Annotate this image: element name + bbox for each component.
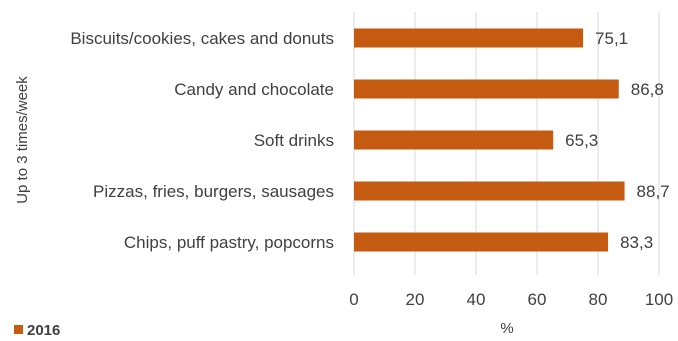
- x-tick-60: 60: [528, 290, 547, 309]
- bar-4: [354, 181, 625, 201]
- category-label-2: Candy and chocolate: [174, 80, 334, 99]
- legend-swatch: [14, 325, 23, 334]
- x-tick-100: 100: [645, 290, 673, 309]
- bar-1: [354, 28, 584, 48]
- x-tick-40: 40: [467, 290, 486, 309]
- x-tick-20: 20: [406, 290, 425, 309]
- category-label-5: Chips, puff pastry, popcorns: [124, 233, 334, 252]
- legend-label: 2016: [27, 322, 60, 339]
- value-labels: 75,1 86,8 65,3 88,7 83,3: [565, 29, 669, 252]
- legend: 2016: [14, 322, 60, 339]
- bar-3: [354, 130, 554, 150]
- bars: [354, 28, 625, 252]
- bar-5: [354, 232, 609, 252]
- data-label-1: 75,1: [595, 29, 628, 48]
- category-label-1: Biscuits/cookies, cakes and donuts: [70, 29, 334, 48]
- category-label-3: Soft drinks: [254, 131, 334, 150]
- category-labels: Biscuits/cookies, cakes and donuts Candy …: [70, 29, 334, 252]
- y-axis-title: Up to 3 times/week: [14, 76, 31, 204]
- x-axis-title: %: [500, 320, 513, 337]
- data-label-5: 83,3: [620, 233, 653, 252]
- category-label-4: Pizzas, fries, burgers, sausages: [93, 182, 334, 201]
- x-tick-labels: 0 20 40 60 80 100: [349, 290, 673, 309]
- x-tick-0: 0: [349, 290, 358, 309]
- data-label-3: 65,3: [565, 131, 598, 150]
- bar-2: [354, 79, 619, 99]
- data-label-4: 88,7: [637, 182, 670, 201]
- data-label-2: 86,8: [631, 80, 664, 99]
- x-tick-80: 80: [589, 290, 608, 309]
